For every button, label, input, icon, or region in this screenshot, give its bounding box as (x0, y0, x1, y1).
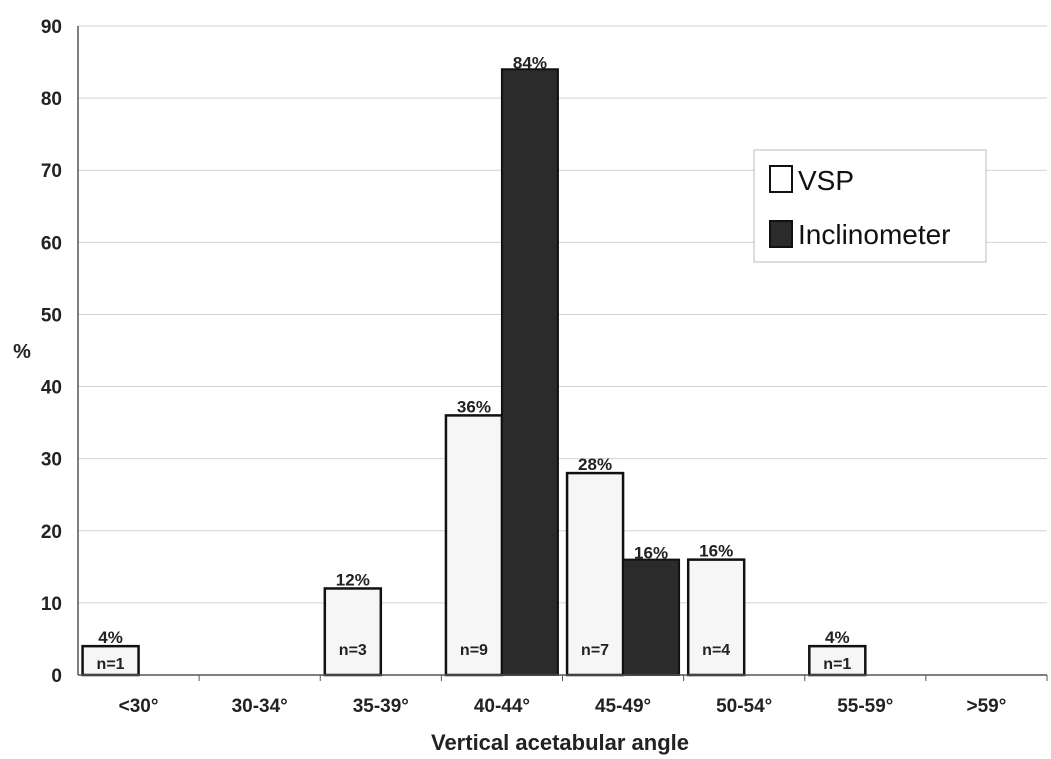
legend-label-vsp: VSP (798, 165, 854, 196)
y-tick-label: 90 (41, 17, 62, 38)
x-tick-label: 40-44° (474, 696, 530, 717)
bars: 4% n=1 12% n=3 36% n=9 84% 28% n=7 16% 16% n=4 4% n=1 (81, 53, 867, 677)
y-tick-label: 70 (41, 161, 62, 182)
data-label-vsp: 36% (457, 397, 491, 416)
x-tick-label: 30-34° (232, 696, 288, 717)
y-tick-label: 0 (51, 666, 62, 687)
count-label-vsp: n=9 (460, 642, 488, 659)
y-tick-label: 30 (41, 450, 62, 471)
y-tick-label: 10 (41, 594, 62, 615)
bar-vsp (808, 644, 867, 677)
count-label-vsp: n=7 (581, 642, 609, 659)
data-label-vsp: 12% (336, 570, 370, 589)
bar-vsp (323, 587, 383, 677)
x-tick-label: <30° (119, 696, 159, 717)
legend-label-inclinometer: Inclinometer (798, 219, 951, 250)
y-tick-label: 60 (41, 233, 62, 254)
y-axis-label: % (13, 341, 31, 363)
data-label-vsp: 28% (578, 455, 612, 474)
count-label-vsp: n=1 (823, 656, 851, 673)
data-label-vsp: 4% (98, 628, 123, 647)
x-tick-label: 45-49° (595, 696, 651, 717)
legend: VSP Inclinometer (753, 149, 987, 263)
data-label-vsp: 16% (699, 542, 733, 561)
data-label-inclinometer: 84% (513, 53, 547, 72)
bar-vsp (565, 471, 625, 677)
x-tick-label: >59° (967, 696, 1007, 717)
legend-swatch-inclinometer (769, 220, 793, 248)
x-axis-label: Vertical acetabular angle (431, 730, 689, 755)
x-tick-label: 50-54° (716, 696, 772, 717)
bar-inclinometer (622, 558, 681, 676)
y-axis: 0 10 20 30 40 50 60 70 80 90 (41, 17, 79, 687)
x-tick-label: 55-59° (837, 696, 893, 717)
y-tick-label: 50 (41, 305, 62, 326)
count-label-vsp: n=3 (339, 642, 367, 659)
bar-inclinometer (500, 68, 559, 677)
data-label-vsp: 4% (825, 628, 850, 647)
gridlines (78, 25, 1047, 604)
count-label-vsp: n=4 (702, 642, 730, 659)
x-axis: <30° 30-34° 35-39° 40-44° 45-49° 50-54° 55-59°… (78, 674, 1048, 717)
legend-swatch-vsp (769, 165, 793, 193)
x-tick-label: 35-39° (353, 696, 409, 717)
y-tick-label: 20 (41, 522, 62, 543)
bar-vsp (81, 644, 140, 677)
y-tick-label: 80 (41, 89, 62, 110)
y-tick-label: 40 (41, 378, 62, 399)
count-label-vsp: n=1 (97, 656, 125, 673)
data-label-inclinometer: 16% (634, 544, 668, 563)
bar-vsp (444, 414, 504, 677)
